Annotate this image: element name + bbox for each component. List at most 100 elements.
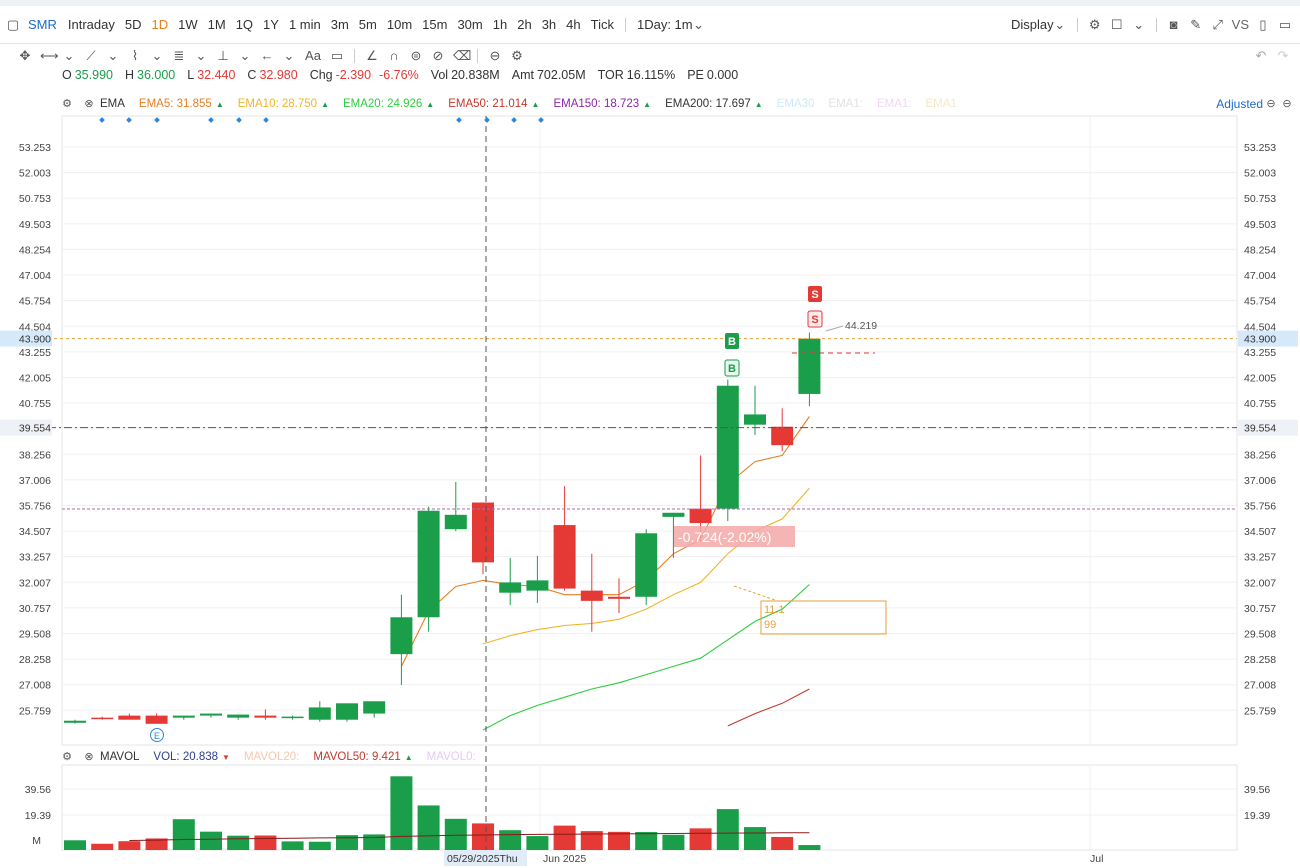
close-icon[interactable]: ⊗ (84, 98, 94, 110)
chevron-down-icon[interactable]: ⌄ (151, 48, 163, 63)
chart-grid (61, 115, 1238, 851)
gear-icon[interactable]: ⚙ (511, 48, 523, 63)
tor-value: 16.115% (626, 68, 676, 82)
adjusted-button[interactable]: Adjusted (1216, 97, 1263, 111)
camera-icon[interactable]: ◙ (1169, 16, 1178, 32)
chevron-down-icon[interactable]: ⌄ (63, 48, 75, 63)
tf-5m[interactable]: 5m (358, 17, 377, 32)
collapse-icon[interactable]: ⊖ (1266, 98, 1276, 110)
candle-body (145, 715, 168, 724)
ema150-legend: EMA150: 18.723 ▲ (553, 98, 651, 110)
compare-button[interactable]: VS (1231, 17, 1249, 32)
tf-2h[interactable]: 2h (517, 17, 532, 32)
tf-1w[interactable]: 1W (178, 17, 198, 32)
chevron-down-icon[interactable]: ⌄ (693, 16, 705, 32)
candle-body (390, 617, 413, 655)
ema50-legend: EMA50: 21.014 ▲ (448, 98, 539, 110)
event-dot (99, 117, 105, 123)
price-tick-right: 30.757 (1244, 603, 1276, 615)
tf-1d[interactable]: 1D (151, 17, 169, 32)
ruler-icon[interactable]: ⊥ (217, 48, 229, 63)
crosshair-icon[interactable]: ✥ (19, 48, 31, 63)
comment-icon[interactable]: ▭ (330, 48, 344, 63)
volume-tick-left: 19.39 (25, 810, 51, 822)
chevron-down-icon[interactable]: ⌄ (283, 48, 295, 63)
ruler-angle-icon[interactable]: ∠ (366, 48, 378, 63)
ema-indicator-name[interactable]: EMA (100, 98, 125, 110)
eye-icon[interactable]: ⊜ (410, 48, 422, 63)
text-icon[interactable]: Aa (305, 48, 321, 63)
tf-10m[interactable]: 10m (386, 17, 413, 32)
tf-1y[interactable]: 1Y (263, 17, 279, 32)
price-tick-right: 35.756 (1244, 500, 1276, 512)
tf-15m[interactable]: 15m (422, 17, 448, 32)
chevron-down-icon[interactable]: ⌄ (107, 48, 119, 63)
tf-3h[interactable]: 3h (541, 17, 557, 32)
tf-1m[interactable]: 1M (207, 17, 226, 32)
interval-select[interactable]: 1Day: 1m (636, 17, 693, 32)
candle-body (417, 510, 440, 618)
wave-icon[interactable]: ⌇ (131, 48, 139, 63)
peak-label: 44.219 (845, 320, 877, 332)
divider (1155, 17, 1157, 32)
candle-body (444, 514, 467, 530)
hide-icon[interactable]: ⊘ (432, 48, 444, 63)
expand-icon[interactable]: ⊖ (1282, 98, 1292, 110)
symbol-label[interactable]: SMR (28, 17, 57, 32)
arrow-left-icon[interactable]: ← (260, 48, 274, 63)
tf-4h[interactable]: 4h (566, 17, 581, 32)
price-tick-right: 29.508 (1244, 628, 1276, 640)
fib-icon[interactable]: ≣ (173, 48, 185, 63)
up-arrow-icon: ▲ (215, 100, 224, 109)
magnet-icon[interactable]: ∩ (389, 48, 399, 63)
volume-bar (172, 819, 195, 850)
gear-icon[interactable]: ⚙ (62, 98, 72, 110)
chevron-down-icon[interactable]: ⌄ (195, 48, 207, 63)
line-segment-icon[interactable]: ⟷ (40, 48, 59, 63)
open-label: O (62, 68, 72, 82)
price-tick-right: 44.504 (1244, 321, 1276, 333)
fullscreen-icon[interactable]: ⤢ (1212, 16, 1223, 32)
ema-faded-2: EMA1: (828, 98, 863, 110)
chevron-down-icon[interactable]: ⌄ (1054, 16, 1066, 32)
gear-icon[interactable]: ⚙ (62, 751, 72, 763)
chart-overlays: -0.724(-2.02%) 11.1 99 44.219 B B S S E (0, 116, 1237, 850)
pencil-icon[interactable]: ✎ (1190, 16, 1202, 32)
chevron-down-icon[interactable]: ⌄ (1133, 16, 1145, 32)
ema20-label: EMA20: (342, 98, 384, 110)
candle-body (689, 508, 712, 524)
mavol-indicator-name[interactable]: MAVOL (100, 751, 140, 763)
sell-marker (808, 286, 822, 302)
ema-lines (400, 416, 810, 731)
redo-icon[interactable]: ↷ (1277, 48, 1289, 63)
volume-tick-right: 19.39 (1244, 810, 1270, 822)
gear-icon[interactable]: ⚙ (1088, 16, 1101, 32)
trash-icon[interactable]: ⌫ (453, 48, 472, 63)
chevron-down-icon[interactable]: ⌄ (239, 48, 251, 63)
panel-icon[interactable]: ▭ (1278, 16, 1292, 32)
square-icon[interactable]: ☐ (1110, 16, 1123, 32)
tf-3m[interactable]: 3m (330, 17, 349, 32)
tf-30m[interactable]: 30m (457, 17, 483, 32)
layout-icon[interactable]: ▢ (6, 16, 20, 32)
price-tick-right: 25.759 (1244, 705, 1276, 717)
tf-1min[interactable]: 1 min (288, 17, 321, 32)
link-icon[interactable]: ⊖ (489, 48, 501, 63)
trend-line-icon[interactable]: ⟋ (86, 48, 96, 63)
book-icon[interactable]: ▯ (1259, 16, 1267, 32)
price-panel-frame (61, 115, 1238, 746)
display-button[interactable]: Display (1011, 17, 1054, 32)
tf-5d[interactable]: 5D (124, 17, 142, 32)
price-tick-left: 30.757 (19, 603, 51, 615)
event-dot (126, 117, 132, 123)
crosshair-price-badge (1238, 419, 1298, 436)
tf-tick[interactable]: Tick (590, 17, 614, 32)
close-icon[interactable]: ⊗ (84, 751, 94, 763)
undo-icon[interactable]: ↶ (1255, 48, 1267, 63)
tf-intraday[interactable]: Intraday (67, 17, 115, 32)
vol-legend: VOL: 20.838 ▼ (153, 751, 230, 763)
tf-1q[interactable]: 1Q (235, 17, 254, 32)
candle-body (200, 713, 222, 716)
tf-1h[interactable]: 1h (492, 17, 508, 32)
